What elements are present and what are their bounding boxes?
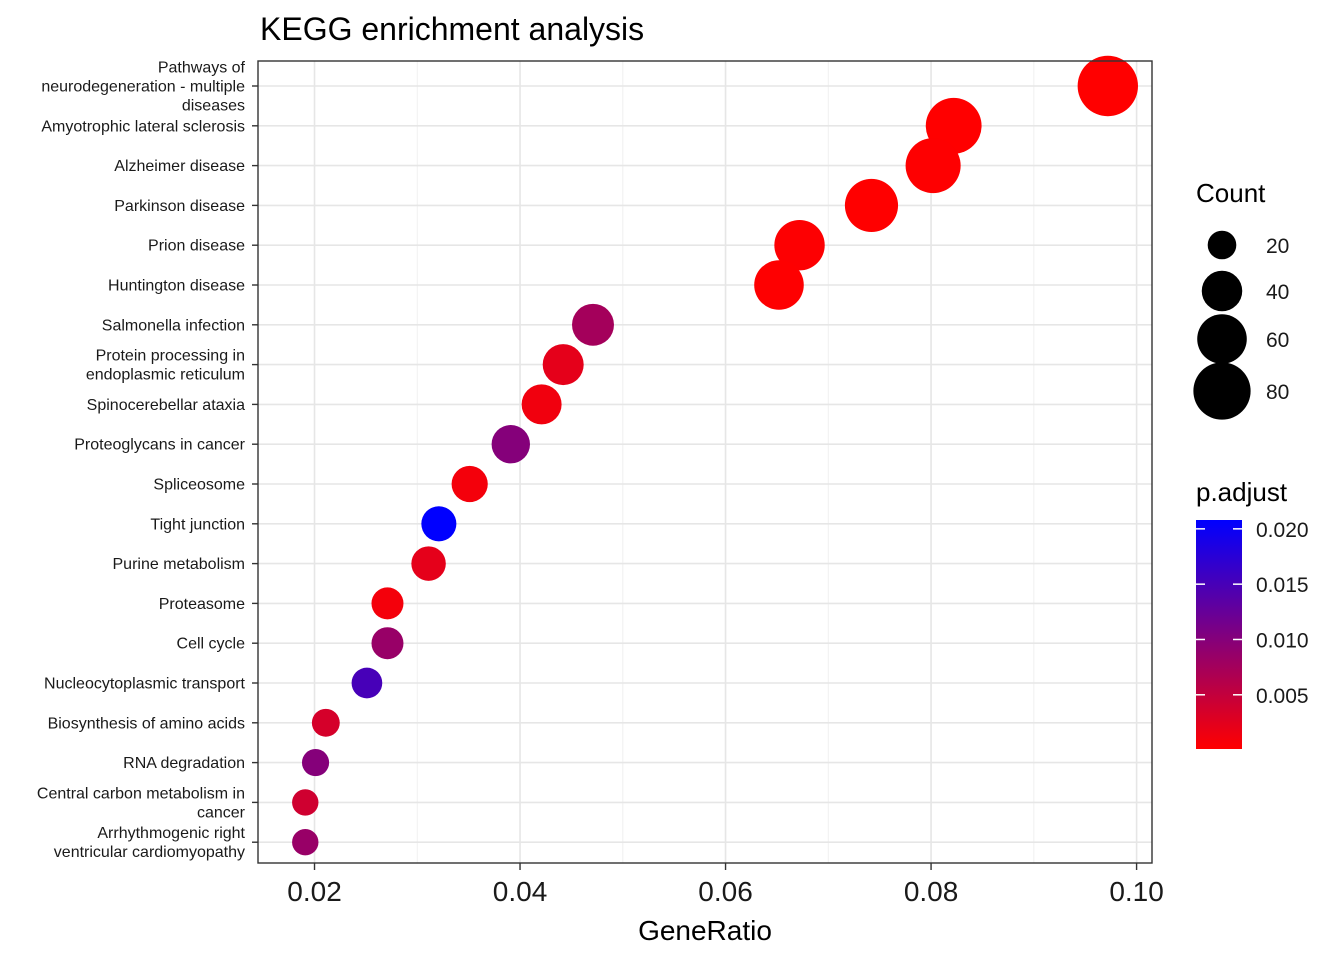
- y-tick-label: Nucleocytoplasmic transport: [44, 676, 246, 693]
- y-tick-label: Prion disease: [148, 238, 245, 255]
- size-legend-title: Count: [1196, 178, 1266, 208]
- y-tick-label: Central carbon metabolism in cancer: [37, 785, 246, 821]
- data-point: [351, 667, 383, 699]
- y-tick-label: Spinocerebellar ataxia: [87, 397, 245, 414]
- color-legend-label: 0.010: [1256, 629, 1309, 652]
- y-tick-label: Protein processing in endoplasmic reticul…: [86, 348, 245, 384]
- size-legend: Count 20 40 60 80: [1193, 178, 1289, 420]
- data-point: [754, 260, 804, 310]
- data-point: [371, 627, 404, 660]
- chart-title: KEGG enrichment analysis: [260, 11, 644, 47]
- data-point: [521, 384, 562, 425]
- data-point: [1077, 55, 1139, 117]
- y-tick-label: Alzheimer disease: [114, 158, 245, 175]
- y-tick-label: Proteasome: [159, 596, 245, 613]
- x-tick-label: 0.10: [1109, 876, 1164, 907]
- y-axis: Pathways of neurodegeneration - multiple d…: [37, 60, 258, 861]
- data-point: [292, 789, 319, 816]
- y-tick-label: Amyotrophic lateral sclerosis: [41, 118, 245, 135]
- y-tick-label: Huntington disease: [108, 278, 245, 295]
- x-tick-label: 0.02: [287, 876, 342, 907]
- x-axis: 0.02 0.04 0.06 0.08 0.10: [287, 863, 1164, 907]
- data-point: [311, 708, 340, 737]
- size-legend-label: 60: [1266, 329, 1289, 352]
- x-axis-title: GeneRatio: [638, 915, 772, 946]
- y-tick-label: RNA degradation: [123, 755, 245, 772]
- y-tick-label: Pathways of neurodegeneration - multiple d…: [41, 60, 245, 115]
- size-legend-key: [1197, 314, 1247, 364]
- x-tick-label: 0.08: [904, 876, 959, 907]
- data-point: [411, 546, 446, 581]
- color-legend-label: 0.020: [1256, 519, 1309, 542]
- size-legend-label: 80: [1266, 381, 1289, 404]
- grid-lines: [258, 61, 1152, 863]
- data-point: [371, 587, 404, 620]
- y-tick-label: Arrhythmogenic right ventricular cardiomy…: [54, 825, 246, 861]
- color-legend-label: 0.005: [1256, 685, 1309, 708]
- data-points: [292, 55, 1139, 856]
- data-point: [292, 829, 319, 856]
- y-tick-label: Biosynthesis of amino acids: [48, 715, 245, 732]
- y-tick-label: Cell cycle: [177, 636, 246, 653]
- color-legend-title: p.adjust: [1196, 477, 1288, 507]
- data-point: [905, 138, 961, 194]
- y-tick-label: Salmonella infection: [102, 317, 245, 334]
- data-point: [844, 178, 899, 232]
- size-legend-key: [1201, 270, 1243, 312]
- data-point: [542, 344, 584, 386]
- data-point: [572, 303, 614, 346]
- y-tick-label: Proteoglycans in cancer: [74, 437, 245, 454]
- size-legend-label: 20: [1266, 235, 1289, 258]
- x-tick-label: 0.06: [698, 876, 753, 907]
- y-tick-label: Spliceosome: [153, 477, 245, 494]
- data-point: [774, 220, 825, 271]
- data-point: [491, 425, 530, 464]
- size-legend-label: 40: [1266, 281, 1289, 304]
- color-legend-label: 0.015: [1256, 574, 1309, 597]
- size-legend-key: [1193, 362, 1251, 420]
- y-tick-label: Tight junction: [150, 516, 245, 533]
- y-tick-label: Parkinson disease: [114, 198, 245, 215]
- data-point: [451, 465, 488, 503]
- y-tick-label: Purine metabolism: [113, 556, 246, 573]
- data-point: [301, 749, 330, 777]
- plot-panel-border: [257, 60, 1153, 864]
- color-legend: p.adjust 0.005 0.010 0.015 0.020: [1196, 477, 1309, 749]
- x-tick-label: 0.04: [493, 876, 548, 907]
- data-point: [421, 506, 457, 542]
- size-legend-key: [1207, 230, 1237, 260]
- color-legend-bar: [1196, 520, 1242, 749]
